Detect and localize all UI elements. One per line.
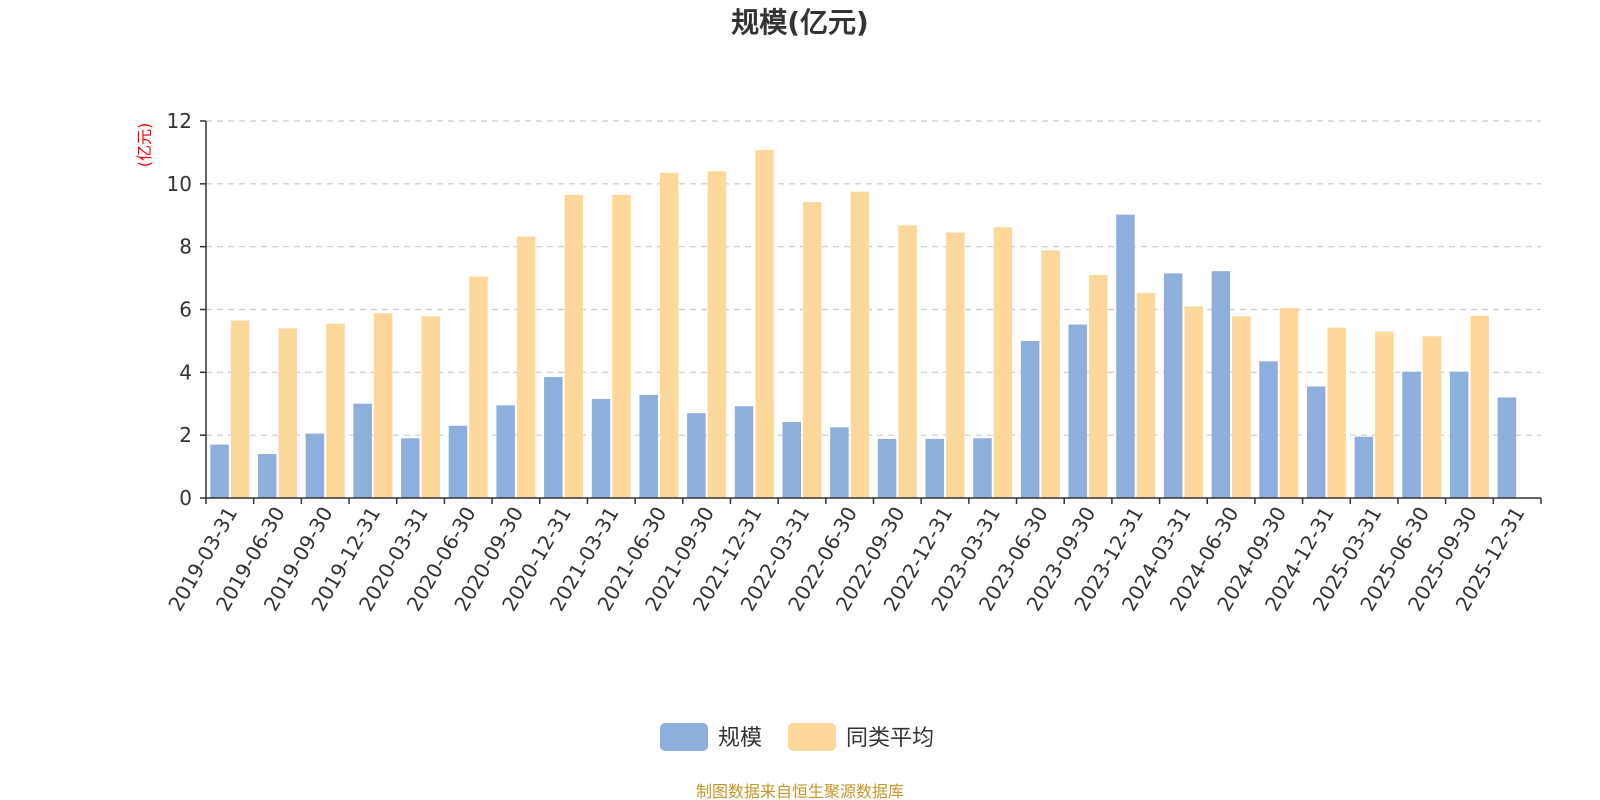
bar-scale xyxy=(544,377,563,498)
bar-scale xyxy=(1068,324,1088,498)
bar-peer-average xyxy=(850,191,870,498)
bar-scale xyxy=(1020,340,1040,498)
bar-scale xyxy=(1497,397,1517,498)
bar-scale xyxy=(1211,271,1231,498)
bar-peer-average xyxy=(707,171,727,498)
bar-scale xyxy=(1163,273,1183,498)
bar-peer-average xyxy=(1089,274,1108,498)
bar-peer-average xyxy=(612,194,631,498)
bar-peer-average xyxy=(516,236,536,498)
bar-scale xyxy=(925,438,945,498)
x-axis: 2019-03-312019-06-302019-09-302019-12-31… xyxy=(163,497,1542,615)
bar-peer-average xyxy=(755,149,774,499)
bar-scale xyxy=(1116,214,1135,498)
bar-peer-average xyxy=(1232,316,1251,498)
bar-peer-average xyxy=(946,232,965,498)
bar-scale xyxy=(734,406,754,498)
bar-peer-average xyxy=(802,202,822,498)
bar-scale xyxy=(210,444,229,498)
bars xyxy=(210,149,1517,499)
bar-peer-average xyxy=(326,323,345,498)
legend-label: 同类平均 xyxy=(846,726,934,751)
y-tick-label: 4 xyxy=(179,360,192,384)
legend-swatch xyxy=(660,723,708,751)
y-tick-label: 2 xyxy=(179,423,192,447)
bar-scale xyxy=(830,427,849,498)
y-axis-unit: (亿元) xyxy=(135,123,154,168)
bar-peer-average xyxy=(230,320,250,498)
y-tick-label: 12 xyxy=(167,109,192,133)
y-axis: 0 2 4 6 8 10 12 xyxy=(167,109,207,510)
bar-peer-average xyxy=(1041,250,1060,498)
bar-peer-average xyxy=(1375,331,1394,498)
bar-scale xyxy=(496,405,515,498)
legend-label: 规模 xyxy=(718,726,762,751)
bar-scale xyxy=(973,438,992,498)
bar-peer-average xyxy=(469,276,488,498)
bar-scale xyxy=(1449,371,1469,498)
bar-scale xyxy=(591,399,611,498)
bar-scale xyxy=(305,433,325,498)
bar-peer-average xyxy=(1136,293,1156,498)
bar-peer-average xyxy=(898,225,917,498)
bar-scale xyxy=(782,421,801,498)
bar-scale xyxy=(1354,436,1374,498)
legend: 规模 同类平均 xyxy=(660,723,934,751)
bar-scale xyxy=(258,454,277,498)
bar-scale xyxy=(401,438,420,498)
y-tick-label: 0 xyxy=(179,486,192,510)
bar-peer-average xyxy=(1327,327,1346,498)
bar-scale xyxy=(687,413,706,498)
bar-peer-average xyxy=(564,194,584,498)
y-tick-label: 8 xyxy=(179,235,192,259)
bar-scale xyxy=(877,438,897,498)
bar-peer-average xyxy=(278,328,298,498)
bar-peer-average xyxy=(993,227,1013,498)
bar-peer-average xyxy=(373,313,393,498)
bar-scale xyxy=(448,425,468,498)
legend-swatch xyxy=(788,723,836,751)
bar-peer-average xyxy=(659,172,679,498)
y-tick-label: 6 xyxy=(179,298,192,322)
bar-scale xyxy=(639,394,658,498)
bar-scale xyxy=(1402,371,1421,498)
bar-peer-average xyxy=(1279,307,1299,498)
y-tick-label: 10 xyxy=(167,172,192,196)
bar-peer-average xyxy=(421,316,441,498)
bar-peer-average xyxy=(1470,315,1489,498)
bar-peer-average xyxy=(1422,336,1442,498)
bar-peer-average xyxy=(1184,306,1203,498)
chart-title: 规模(亿元) xyxy=(731,6,869,39)
source-note: 制图数据来自恒生聚源数据库 xyxy=(696,782,904,800)
bar-scale xyxy=(1306,386,1326,498)
bar-scale xyxy=(1259,361,1278,498)
bar-scale xyxy=(353,403,372,498)
